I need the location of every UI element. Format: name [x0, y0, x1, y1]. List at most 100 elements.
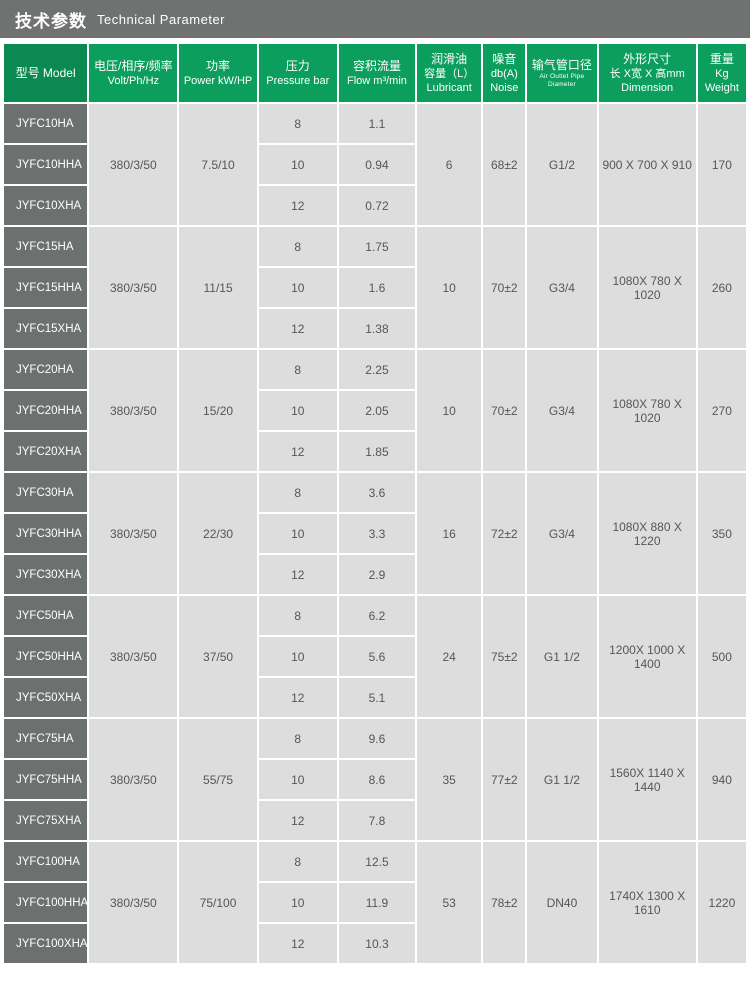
dimension-cell: 1080X 880 X 1220	[598, 473, 696, 594]
noise-cell: 68±2	[483, 104, 526, 225]
flow-cell: 2.25	[338, 350, 416, 389]
model-cell: JYFC15XHA	[4, 309, 88, 348]
noise-cell: 70±2	[483, 350, 526, 471]
flow-cell: 8.6	[338, 760, 416, 799]
table-row: JYFC30HA 380/3/50 22/30 8 3.6 16 72±2 G3…	[4, 473, 746, 594]
pressure-cell: 8	[258, 596, 337, 635]
power-cell: 75/100	[179, 842, 257, 963]
noise-cell: 77±2	[483, 719, 526, 840]
noise-cell: 75±2	[483, 596, 526, 717]
pressure-cell: 10	[258, 883, 337, 922]
table-row: JYFC15HA 380/3/50 11/15 8 1.75 10 70±2 G…	[4, 227, 746, 348]
flow-cell: 1.75	[338, 227, 416, 266]
volt-cell: 380/3/50	[89, 596, 178, 717]
col-header-noise: 噪音 db(A) Noise	[483, 44, 526, 102]
weight-cell: 270	[697, 350, 746, 471]
pressure-cell: 10	[258, 145, 337, 184]
table-row: JYFC20HHA 10 2.05	[4, 391, 746, 430]
table-row: JYFC75HHA 10 8.6	[4, 760, 746, 799]
col-header-power: 功率 Power kW/HP	[179, 44, 257, 102]
volt-cell: 380/3/50	[89, 227, 178, 348]
pressure-cell: 10	[258, 268, 337, 307]
col-header-label: 型号 Model	[15, 65, 76, 80]
flow-cell: 10.3	[338, 924, 416, 963]
flow-cell: 11.9	[338, 883, 416, 922]
power-cell: 22/30	[179, 473, 257, 594]
lubricant-cell: 35	[417, 719, 482, 840]
model-cell: JYFC30XHA	[4, 555, 88, 594]
pressure-cell: 8	[258, 842, 337, 881]
power-cell: 55/75	[179, 719, 257, 840]
volt-cell: 380/3/50	[89, 104, 178, 225]
flow-cell: 0.72	[338, 186, 416, 225]
lubricant-cell: 53	[417, 842, 482, 963]
col-header-pressure: 压力 Pressure bar	[258, 44, 337, 102]
volt-cell: 380/3/50	[89, 473, 178, 594]
lubricant-cell: 16	[417, 473, 482, 594]
col-header-volt: 电压/相序/频率 Volt/Ph/Hz	[89, 44, 178, 102]
technical-parameter-table: 型号 Model 电压/相序/频率 Volt/Ph/Hz 功率 Power kW…	[2, 42, 748, 965]
lubricant-cell: 10	[417, 350, 482, 471]
power-cell: 7.5/10	[179, 104, 257, 225]
volt-cell: 380/3/50	[89, 350, 178, 471]
pipe-cell: G3/4	[527, 227, 597, 348]
pressure-cell: 10	[258, 637, 337, 676]
table-row: JYFC100HA 380/3/50 75/100 8 12.5 53 78±2…	[4, 842, 746, 963]
power-cell: 37/50	[179, 596, 257, 717]
pressure-cell: 10	[258, 391, 337, 430]
pressure-cell: 8	[258, 104, 337, 143]
model-cell: JYFC10HHA	[4, 145, 88, 184]
col-header-flow: 容积流量 Flow m³/min	[338, 44, 416, 102]
pressure-cell: 12	[258, 801, 337, 840]
table-row: JYFC10HHA 10 0.94	[4, 145, 746, 184]
dimension-cell: 1200X 1000 X 1400	[598, 596, 696, 717]
pressure-cell: 12	[258, 555, 337, 594]
pressure-cell: 8	[258, 227, 337, 266]
col-header-lubricant: 润滑油 容量（L） Lubricant	[417, 44, 482, 102]
power-cell: 15/20	[179, 350, 257, 471]
lubricant-cell: 24	[417, 596, 482, 717]
model-cell: JYFC100HHA	[4, 883, 88, 922]
model-cell: JYFC10XHA	[4, 186, 88, 225]
flow-cell: 1.6	[338, 268, 416, 307]
weight-cell: 350	[697, 473, 746, 594]
table-row: JYFC30XHA 12 2.9	[4, 555, 746, 594]
model-cell: JYFC75XHA	[4, 801, 88, 840]
table-row: JYFC15XHA 12 1.38	[4, 309, 746, 348]
flow-cell: 9.6	[338, 719, 416, 758]
pipe-cell: DN40	[527, 842, 597, 963]
table-row: JYFC10XHA 12 0.72	[4, 186, 746, 225]
pressure-cell: 10	[258, 514, 337, 553]
pressure-cell: 12	[258, 678, 337, 717]
model-cell: JYFC100HA	[4, 842, 88, 881]
model-cell: JYFC75HA	[4, 719, 88, 758]
model-cell: JYFC30HHA	[4, 514, 88, 553]
power-cell: 11/15	[179, 227, 257, 348]
dimension-cell: 1080X 780 X 1020	[598, 227, 696, 348]
flow-cell: 7.8	[338, 801, 416, 840]
header-row: 型号 Model 电压/相序/频率 Volt/Ph/Hz 功率 Power kW…	[4, 44, 746, 102]
pressure-cell: 8	[258, 719, 337, 758]
page-title-cn: 技术参数	[15, 11, 87, 31]
table-row: JYFC75XHA 12 7.8	[4, 801, 746, 840]
technical-parameter-table-wrap: 型号 Model 电压/相序/频率 Volt/Ph/Hz 功率 Power kW…	[0, 38, 750, 965]
pipe-cell: G3/4	[527, 473, 597, 594]
model-cell: JYFC20HHA	[4, 391, 88, 430]
col-header-dimension: 外形尺寸 长 X宽 X 高mm Dimension	[598, 44, 696, 102]
flow-cell: 3.6	[338, 473, 416, 512]
noise-cell: 78±2	[483, 842, 526, 963]
pipe-cell: G1 1/2	[527, 719, 597, 840]
col-header-model: 型号 Model	[4, 44, 88, 102]
lubricant-cell: 10	[417, 227, 482, 348]
weight-cell: 940	[697, 719, 746, 840]
page-title-en: Technical Parameter	[97, 11, 225, 27]
model-cell: JYFC100XHA	[4, 924, 88, 963]
pressure-cell: 8	[258, 473, 337, 512]
model-cell: JYFC50HHA	[4, 637, 88, 676]
pressure-cell: 12	[258, 432, 337, 471]
col-header-weight: 重量 Kg Weight	[697, 44, 746, 102]
pressure-cell: 12	[258, 309, 337, 348]
flow-cell: 1.85	[338, 432, 416, 471]
volt-cell: 380/3/50	[89, 719, 178, 840]
table-row: JYFC75HA 380/3/50 55/75 8 9.6 35 77±2 G1…	[4, 719, 746, 840]
